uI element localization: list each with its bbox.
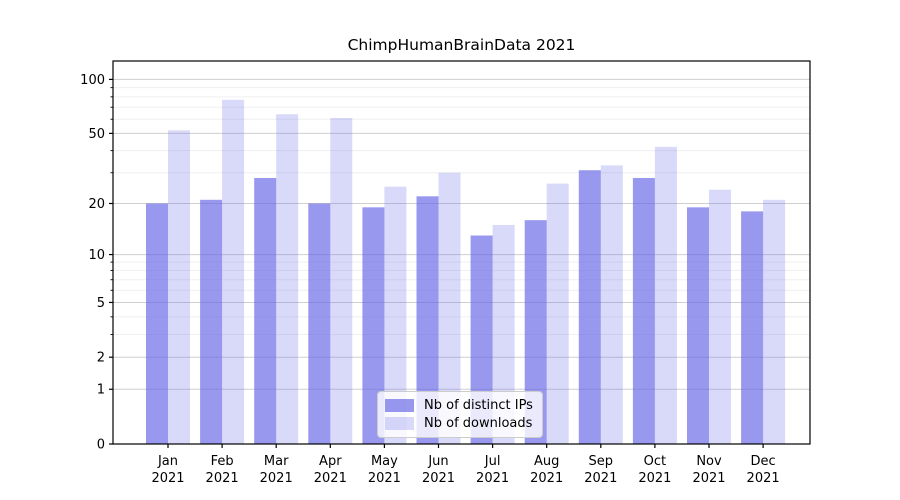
bar-nb-of-distinct-ips-jan	[146, 203, 168, 444]
bar-nb-of-distinct-ips-aug	[524, 220, 547, 444]
x-tick-label-month-mar: Mar	[264, 454, 289, 469]
bar-nb-of-downloads-nov	[709, 189, 731, 444]
y-tick-label-100: 100	[80, 73, 105, 88]
x-tick-label-year-aug: 2021	[530, 471, 563, 486]
bar-nb-of-distinct-ips-mar	[254, 177, 277, 444]
x-tick-label-year-apr: 2021	[314, 471, 347, 486]
bar-nb-of-distinct-ips-jun	[416, 196, 439, 444]
bar-nb-of-downloads-jan	[168, 130, 190, 445]
x-tick-label-month-apr: Apr	[319, 454, 342, 469]
legend: Nb of distinct IPs Nb of downloads	[377, 391, 543, 438]
x-tick-label-year-jun: 2021	[422, 471, 455, 486]
bar-nb-of-distinct-ips-oct	[632, 177, 655, 444]
bar-nb-of-distinct-ips-feb	[200, 199, 223, 444]
legend-swatch-distinct-ips	[385, 399, 414, 412]
x-tick-label-month-feb: Feb	[211, 454, 234, 469]
x-tick-label-year-sep: 2021	[584, 471, 617, 486]
y-tick-label-0: 0	[97, 438, 105, 453]
x-tick-label-month-jun: Jun	[427, 454, 448, 469]
legend-label-distinct-ips: Nb of distinct IPs	[424, 398, 533, 413]
x-tick-label-year-oct: 2021	[638, 471, 671, 486]
bar-nb-of-downloads-sep	[600, 165, 623, 444]
x-tick-label-month-aug: Aug	[534, 454, 559, 469]
y-tick-label-5: 5	[97, 296, 105, 311]
y-tick-label-10: 10	[88, 248, 105, 263]
bar-nb-of-distinct-ips-dec	[741, 211, 764, 444]
bar-nb-of-downloads-mar	[276, 114, 299, 445]
x-tick-label-year-feb: 2021	[206, 471, 239, 486]
legend-item-downloads: Nb of downloads	[385, 416, 534, 431]
legend-label-downloads: Nb of downloads	[424, 416, 533, 431]
bar-nb-of-downloads-jun	[438, 172, 461, 444]
bar-nb-of-downloads-oct	[654, 146, 677, 445]
x-tick-label-year-nov: 2021	[692, 471, 725, 486]
y-tick-label-20: 20	[88, 197, 105, 212]
bar-nb-of-downloads-jul	[492, 224, 515, 444]
bar-nb-of-downloads-aug	[546, 183, 569, 444]
x-tick-label-month-oct: Oct	[644, 454, 666, 469]
y-tick-label-2: 2	[97, 351, 105, 366]
x-tick-label-year-jul: 2021	[476, 471, 509, 486]
legend-item-distinct-ips: Nb of distinct IPs	[385, 398, 534, 413]
y-tick-label-50: 50	[88, 127, 105, 142]
bar-nb-of-distinct-ips-may	[362, 207, 385, 444]
plot-frame	[112, 60, 811, 445]
x-tick-label-year-mar: 2021	[260, 471, 293, 486]
x-tick-label-year-may: 2021	[368, 471, 401, 486]
x-tick-label-year-jan: 2021	[151, 471, 184, 486]
x-tick-label-month-may: May	[371, 454, 398, 469]
x-tick-label-month-jan: Jan	[157, 454, 178, 469]
bar-nb-of-downloads-dec	[763, 199, 786, 444]
legend-swatch-downloads	[385, 417, 414, 430]
bar-nb-of-distinct-ips-sep	[578, 170, 601, 445]
bar-nb-of-downloads-may	[384, 186, 407, 445]
x-tick-label-month-jul: Jul	[484, 454, 501, 469]
x-tick-label-month-sep: Sep	[589, 454, 614, 469]
x-tick-label-year-dec: 2021	[747, 471, 780, 486]
chart-title: ChimpHumanBrainData 2021	[347, 36, 576, 54]
x-tick-label-month-nov: Nov	[696, 454, 722, 469]
bar-nb-of-downloads-feb	[222, 99, 245, 444]
bar-nb-of-distinct-ips-apr	[308, 203, 331, 444]
bar-nb-of-downloads-apr	[330, 117, 353, 444]
y-tick-label-1: 1	[97, 383, 105, 398]
x-tick-label-month-dec: Dec	[751, 454, 776, 469]
bar-nb-of-distinct-ips-nov	[687, 207, 709, 444]
